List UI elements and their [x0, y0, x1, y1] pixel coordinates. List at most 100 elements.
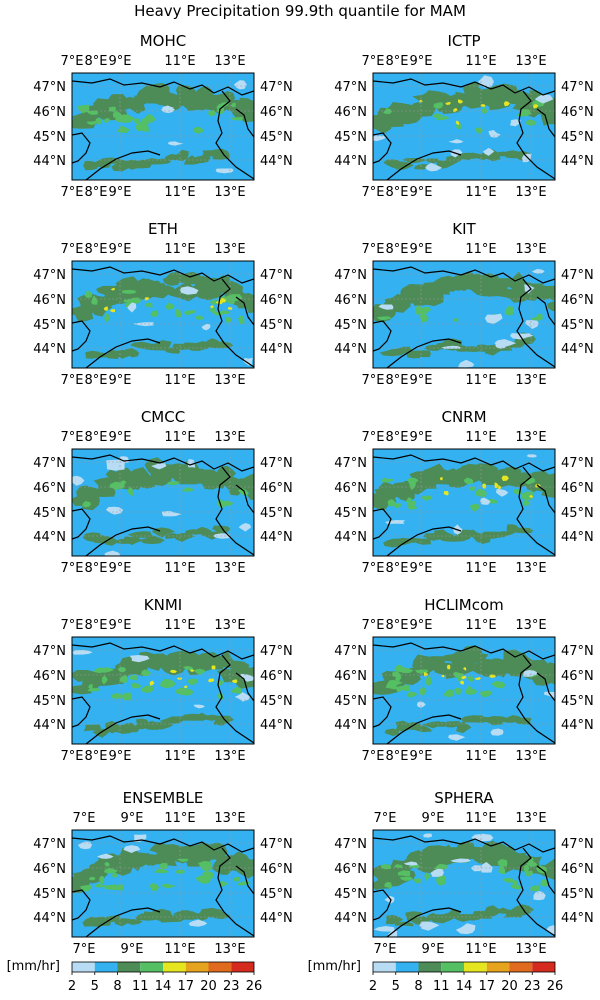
lat-tick-right: 46°N [561, 862, 594, 877]
lon-tick-bottom: 13°E [214, 749, 245, 764]
coast-ligurian [85, 338, 161, 368]
lat-tick-right: 46°N [561, 293, 594, 308]
lon-tick-bottom: 11°E [164, 942, 195, 957]
border-north [373, 835, 555, 853]
lat-tick-right: 44°N [561, 154, 594, 169]
lon-tick-bottom: 9°E [109, 185, 132, 200]
lon-tick-bottom: 13°E [515, 561, 546, 576]
coast-ligurian [386, 907, 462, 937]
colorbar-right: [mm/hr] 2 5 8 11 14 17 20 23 26 [308, 959, 564, 994]
coast-istria [536, 484, 555, 514]
lon-tick-bottom: 11°E [164, 373, 195, 388]
lat-tick-left: 45°N [334, 130, 367, 145]
lat-tick-right: 46°N [260, 293, 293, 308]
lat-tick-right: 47°N [260, 456, 293, 471]
lon-tick-bottom: 13°E [515, 373, 546, 388]
lon-tick-top: 9°E [109, 618, 132, 633]
lon-tick-top: 7°E [61, 242, 84, 257]
colorbar-tick-label: 2 [369, 979, 377, 994]
lon-tick-top: 7°E [362, 54, 385, 69]
coast-adriatic [215, 90, 254, 180]
lat-tick-right: 45°N [260, 887, 293, 902]
lon-tick-bottom: 11°E [465, 561, 496, 576]
lon-tick-top: 13°E [515, 618, 546, 633]
lon-tick-top: 9°E [410, 242, 433, 257]
coast-adriatic [516, 847, 555, 937]
map-frame [71, 448, 255, 557]
colorbar-tick-label: 20 [200, 979, 217, 994]
lat-tick-left: 46°N [334, 105, 367, 120]
lon-tick-top: 11°E [164, 618, 195, 633]
lat-tick-left: 45°N [33, 694, 66, 709]
lon-tick-bottom: 7°E [362, 185, 385, 200]
lon-tick-bottom: 8°E [85, 185, 108, 200]
lon-tick-top: 11°E [465, 430, 496, 445]
lon-tick-top: 13°E [214, 242, 245, 257]
border-north [373, 454, 555, 472]
lat-tick-left: 47°N [33, 80, 66, 95]
lon-tick-bottom: 8°E [85, 749, 108, 764]
gridlines [72, 73, 254, 180]
colorbar-tick-label: 5 [91, 979, 99, 994]
colorbar-tick-label: 11 [433, 979, 450, 994]
lat-tick-right: 45°N [561, 887, 594, 902]
lon-tick-bottom: 9°E [410, 749, 433, 764]
panel-title: SPHERA [434, 789, 494, 807]
lat-tick-right: 46°N [260, 481, 293, 496]
lon-tick-bottom: 7°E [362, 749, 385, 764]
colorbar-swatch [509, 962, 533, 972]
lon-tick-bottom: 13°E [515, 749, 546, 764]
lon-tick-top: 11°E [164, 430, 195, 445]
lon-tick-bottom: 9°E [109, 373, 132, 388]
lon-tick-bottom: 8°E [85, 561, 108, 576]
alpine-band [373, 454, 555, 548]
colorbar-unit-label: [mm/hr] [308, 959, 361, 974]
lat-tick-left: 47°N [334, 837, 367, 852]
gridlines [373, 449, 555, 556]
lat-tick-left: 47°N [33, 268, 66, 283]
map-frame [372, 829, 556, 938]
colorbar-swatch [208, 962, 232, 972]
colorbar-tick-label: 23 [524, 979, 541, 994]
colorbar-swatch [395, 962, 419, 972]
lon-tick-top: 13°E [515, 242, 546, 257]
lon-tick-bottom: 11°E [465, 749, 496, 764]
colorbar-swatch [532, 962, 555, 972]
lat-tick-left: 44°N [33, 342, 66, 357]
border-north [72, 266, 254, 284]
alpine-band [72, 80, 254, 174]
colorbar-tick-label: 17 [177, 979, 194, 994]
border-west [373, 889, 392, 921]
lat-tick-right: 45°N [561, 130, 594, 145]
colorbar-swatch [441, 962, 464, 972]
colorbar-swatch [140, 962, 163, 972]
lon-tick-bottom: 9°E [109, 561, 132, 576]
lon-tick-bottom: 8°E [386, 373, 409, 388]
lon-tick-top: 7°E [374, 811, 397, 826]
lon-tick-top: 7°E [362, 242, 385, 257]
lon-tick-top: 11°E [164, 54, 195, 69]
map-frame [372, 636, 556, 745]
border-north [72, 454, 254, 472]
colorbar-tick-label: 8 [414, 979, 422, 994]
lon-tick-bottom: 13°E [214, 185, 245, 200]
colorbar-tick-label: 11 [132, 979, 149, 994]
lat-tick-right: 47°N [561, 644, 594, 659]
map-frame [71, 829, 255, 938]
lat-tick-left: 47°N [334, 80, 367, 95]
border-north [72, 642, 254, 660]
lat-tick-right: 47°N [561, 80, 594, 95]
colorbar-swatch [464, 962, 487, 972]
coast-ligurian [85, 150, 161, 180]
lat-tick-left: 46°N [33, 481, 66, 496]
lon-tick-bottom: 11°E [164, 561, 195, 576]
border-north [72, 835, 254, 853]
lat-tick-left: 44°N [33, 911, 66, 926]
coast-istria [536, 865, 555, 895]
coast-istria [235, 108, 254, 138]
colorbar-swatch [94, 962, 118, 972]
